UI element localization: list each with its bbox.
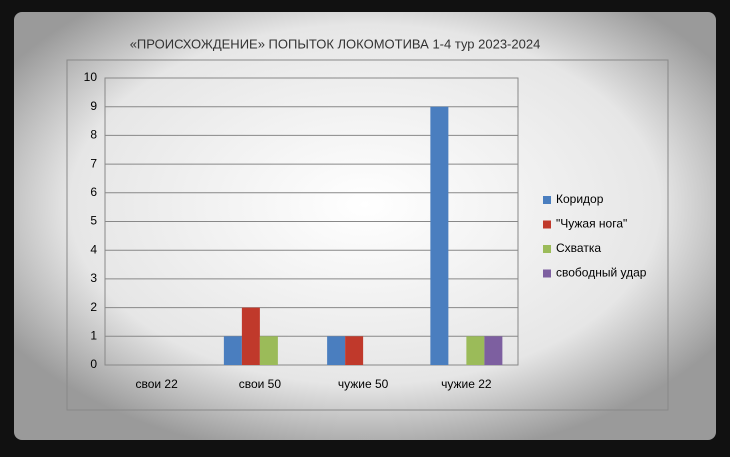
legend-label: свободный удар [556,266,647,280]
y-tick-label: 9 [90,99,97,113]
bar [430,106,449,365]
legend-swatch [543,269,551,278]
legend-swatch [543,196,551,204]
legend-label: "Чужая нога" [556,217,627,231]
y-tick-label: 6 [90,185,97,199]
y-tick-label: 2 [90,300,97,314]
y-tick-label: 3 [90,271,97,285]
legend-swatch [543,220,551,229]
y-tick-label: 10 [84,70,98,84]
chart-frame [66,59,669,411]
legend-label: Коридор [556,192,604,206]
y-tick-label: 7 [90,156,97,170]
background [14,12,716,440]
bar [466,336,485,365]
chart-title: «ПРОИСХОЖДЕНИЕ» ПОПЫТОК ЛОКОМОТИВА 1-4 т… [130,36,541,51]
legend-swatch [543,245,551,253]
bar [484,336,503,365]
x-tick-label: чужие 50 [338,377,389,391]
x-tick-label: свои 22 [135,377,178,391]
bar [327,336,346,365]
bar [223,336,242,365]
legend-label: Схватка [556,241,601,255]
y-tick-label: 4 [90,242,97,256]
bar [345,336,364,365]
y-tick-label: 5 [90,214,97,228]
x-tick-label: свои 50 [239,377,282,391]
bar [259,336,278,365]
y-tick-label: 8 [90,128,97,142]
y-tick-label: 1 [90,328,97,342]
x-tick-label: чужие 22 [441,377,492,391]
y-tick-label: 0 [90,357,97,371]
bar [241,307,260,365]
